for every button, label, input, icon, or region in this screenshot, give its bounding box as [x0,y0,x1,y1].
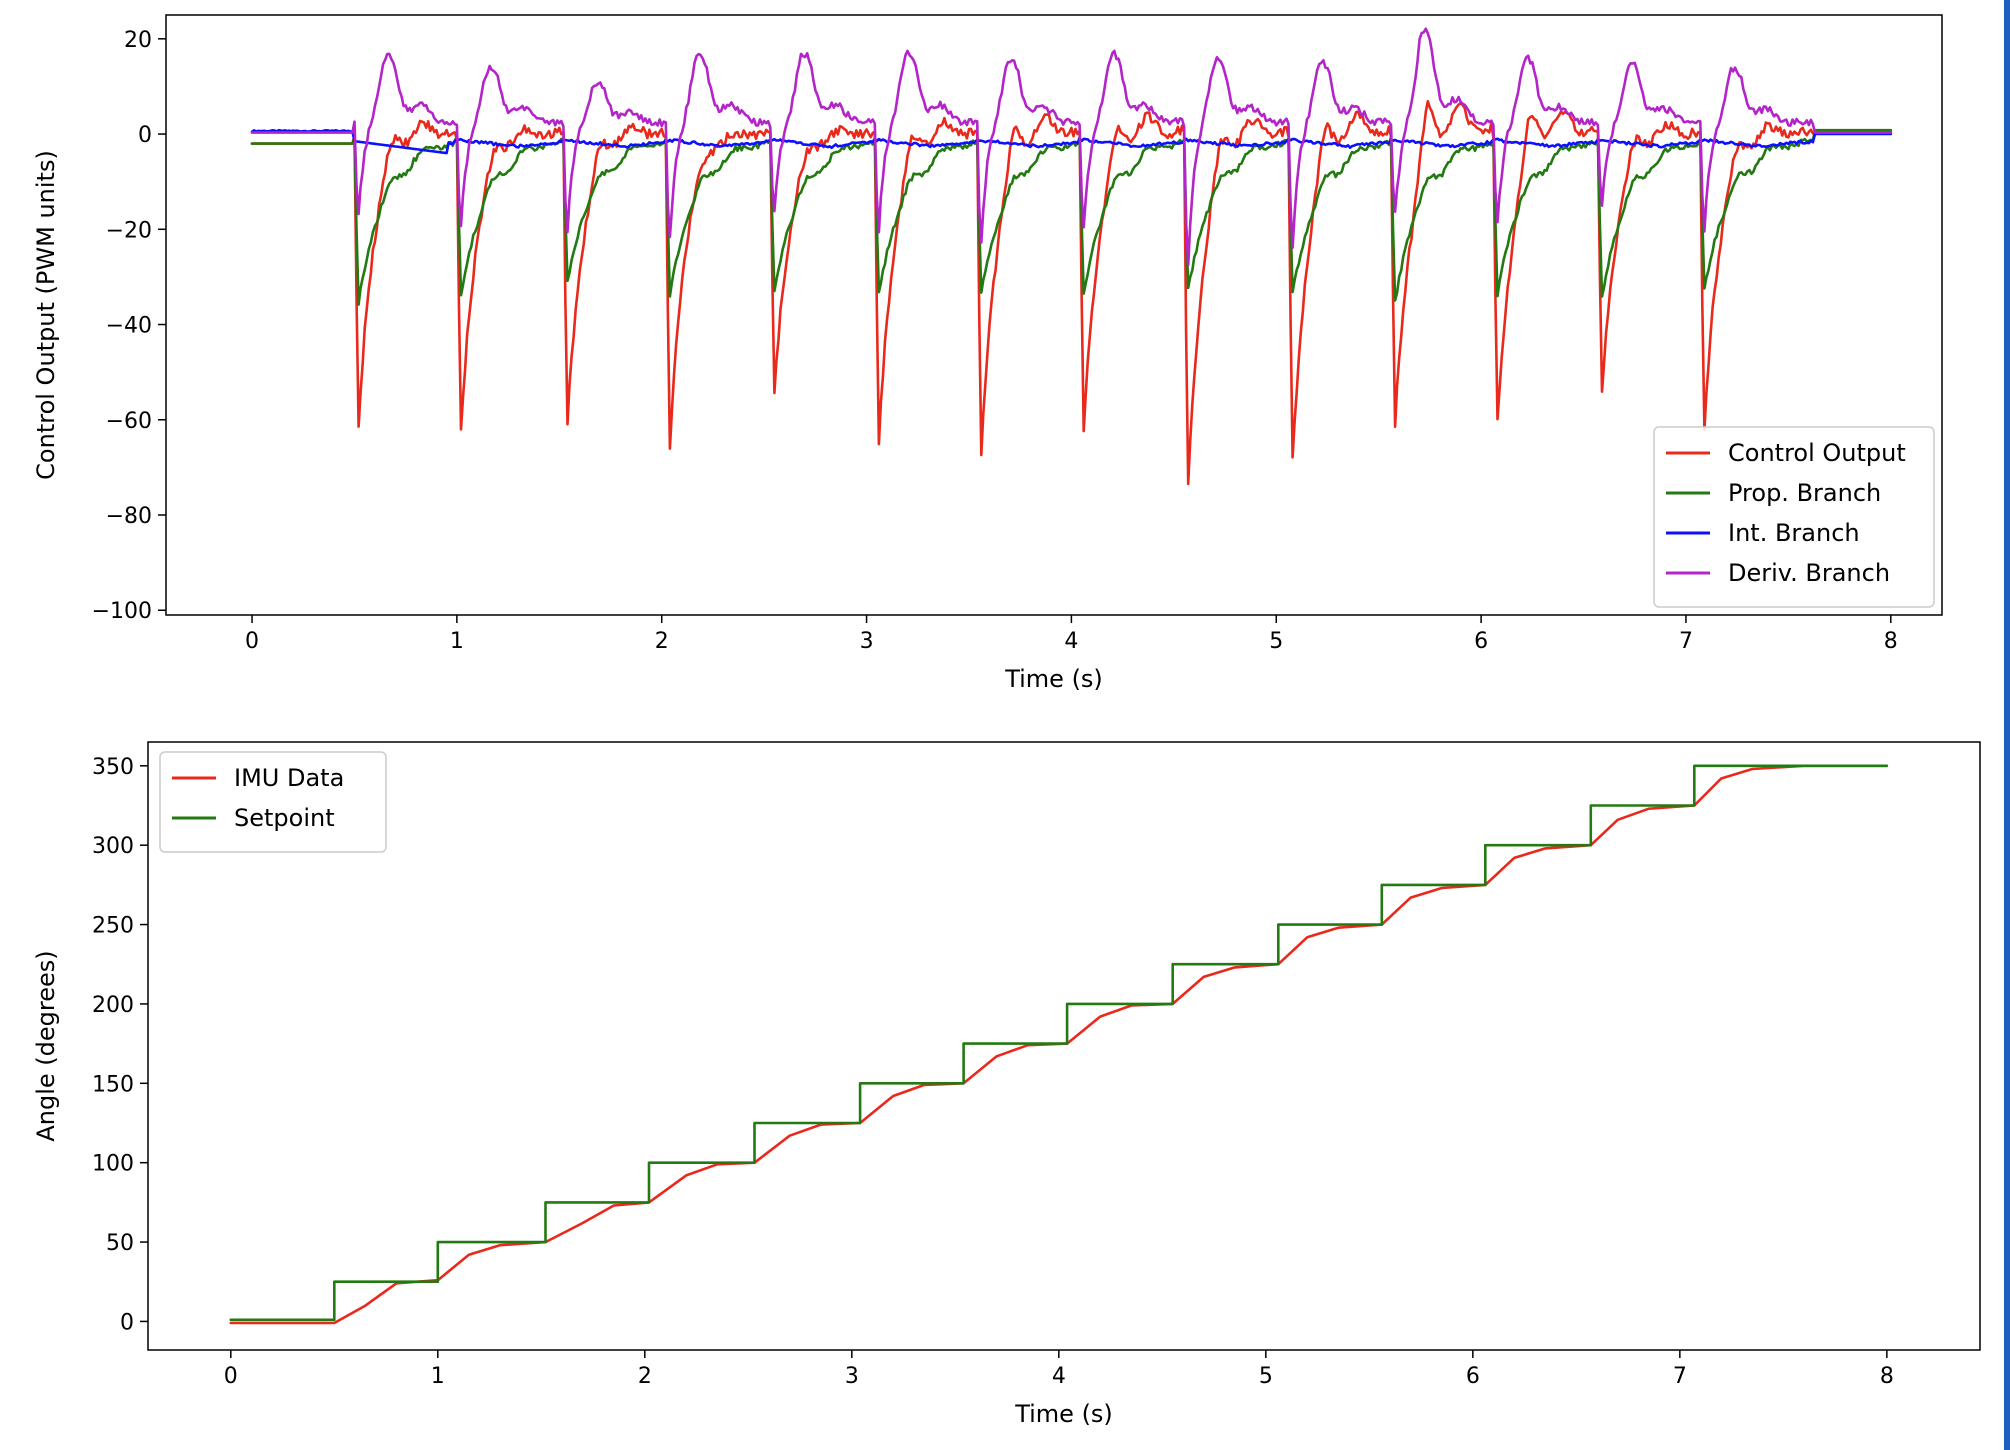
x-tick-label: 4 [1052,1364,1066,1389]
series-layer [250,27,1893,486]
x-tick-label: 3 [860,629,874,654]
x-tick-label: 2 [638,1364,652,1389]
y-tick-label: −100 [92,599,152,624]
window-edge [2004,0,2010,1450]
x-tick-label: 3 [845,1364,859,1389]
legend-label-setpoint: Setpoint [234,804,335,832]
y-tick-label: 50 [106,1231,134,1256]
x-tick-label: 5 [1259,1364,1273,1389]
series-line-deriv-branch [250,27,1893,267]
y-tick-label: −40 [106,314,152,339]
y-tick-label: −60 [106,409,152,434]
x-tick-label: 7 [1679,629,1693,654]
x-tick-label: 0 [245,629,259,654]
series-line-setpoint [229,764,1889,1322]
y-tick-label: 150 [92,1072,134,1097]
legend: Control Output Prop. Branch Int. Branch Der… [1653,426,1935,608]
y-axis-label: Control Output (PWM units) [32,150,60,480]
x-tick-label: 1 [450,629,464,654]
legend-label-deriv-branch: Deriv. Branch [1728,559,1890,587]
x-tick-label: 8 [1884,629,1898,654]
x-axis-ticks: 0 1 2 3 4 5 6 7 8 [245,615,1898,654]
series-line-control-output [250,100,1893,486]
x-axis-label: Time (s) [1014,1400,1113,1428]
y-tick-label: 250 [92,914,134,939]
plot-frame [147,741,1981,1351]
y-tick-label: −80 [106,504,152,529]
legend: IMU Data Setpoint [159,751,387,853]
y-tick-label: 350 [92,755,134,780]
y-tick-label: 20 [124,28,152,53]
plot-frame [165,14,1943,616]
y-tick-label: −20 [106,218,152,243]
x-axis-ticks: 0 1 2 3 4 5 6 7 8 [224,1350,1894,1389]
x-tick-label: 4 [1064,629,1078,654]
y-tick-label: 0 [120,1310,134,1335]
angle-chart: 0 1 2 3 4 5 6 7 8 350 300 250 200 150 100 50 0 Time (s)… [32,741,1981,1428]
x-tick-label: 6 [1466,1364,1480,1389]
legend-box [159,751,387,853]
legend-label-control-output: Control Output [1728,439,1906,467]
y-tick-label: 100 [92,1152,134,1177]
x-tick-label: 5 [1269,629,1283,654]
legend-box [1653,426,1935,608]
series-line-prop-branch [250,128,1893,306]
x-tick-label: 1 [431,1364,445,1389]
legend-label-imu-data: IMU Data [234,764,344,792]
x-axis-label: Time (s) [1004,665,1103,693]
x-tick-label: 7 [1673,1364,1687,1389]
x-tick-label: 6 [1474,629,1488,654]
y-tick-label: 0 [138,123,152,148]
y-axis-label: Angle (degrees) [32,950,60,1141]
y-axis-ticks: 350 300 250 200 150 100 50 0 [92,755,148,1335]
control-output-chart: 0 1 2 3 4 5 6 7 8 20 0 −20 −40 −60 −80 −100 Time (s) C… [32,14,1943,693]
y-tick-label: 200 [92,993,134,1018]
y-axis-ticks: 20 0 −20 −40 −60 −80 −100 [92,28,166,624]
y-tick-label: 300 [92,834,134,859]
x-tick-label: 8 [1880,1364,1894,1389]
x-tick-label: 2 [655,629,669,654]
series-line-int-branch [250,128,1893,155]
series-layer [229,764,1889,1325]
legend-label-prop-branch: Prop. Branch [1728,479,1881,507]
legend-label-int-branch: Int. Branch [1728,519,1860,547]
x-tick-label: 0 [224,1364,238,1389]
